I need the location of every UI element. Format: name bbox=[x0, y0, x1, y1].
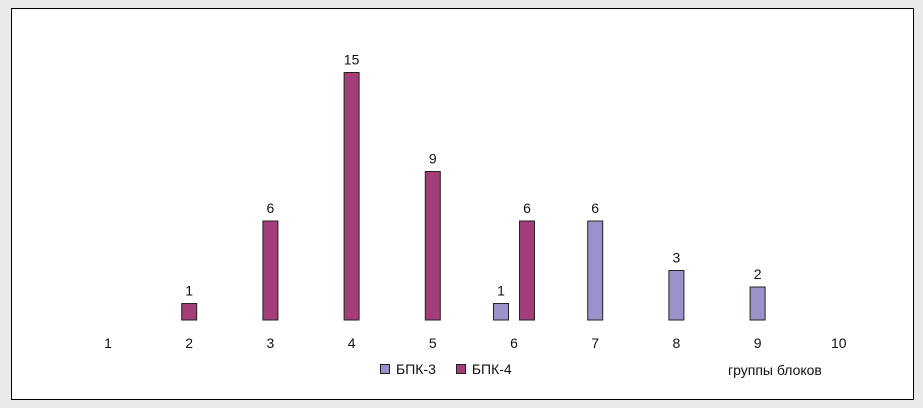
x-tick-label-6: 6 bbox=[510, 335, 518, 351]
legend: БПК-3 БПК-4 bbox=[380, 361, 512, 377]
data-label-series1-cat7: 6 bbox=[591, 200, 599, 216]
legend-item-bpk4: БПК-4 bbox=[455, 361, 512, 377]
x-tick-label-4: 4 bbox=[348, 335, 356, 351]
legend-swatch-bpk3 bbox=[380, 364, 390, 374]
bar-series1-cat8 bbox=[668, 270, 685, 321]
chart-plot: 1 2 1 3 6 4 15 5 9 6 1 6 7 6 8 3 9 2 10 bbox=[104, 52, 847, 352]
data-label-series2-cat6: 6 bbox=[523, 200, 531, 216]
chart-frame: 1 2 1 3 6 4 15 5 9 6 1 6 7 6 8 3 9 2 10 группы блоков БПК-… bbox=[11, 8, 914, 400]
bar-series1-cat7 bbox=[587, 220, 604, 321]
x-tick-label-5: 5 bbox=[429, 335, 437, 351]
x-tick-label-1: 1 bbox=[104, 335, 112, 351]
bar-series1-cat6 bbox=[493, 303, 509, 321]
legend-label-bpk4: БПК-4 bbox=[471, 361, 512, 377]
x-tick-label-8: 8 bbox=[673, 335, 681, 351]
legend-swatch-bpk4 bbox=[455, 364, 466, 374]
bar-series2-cat5 bbox=[424, 171, 441, 321]
x-tick-label-10: 10 bbox=[831, 335, 847, 351]
x-tick-label-2: 2 bbox=[185, 335, 193, 351]
bar-series2-cat4 bbox=[343, 72, 360, 321]
data-label-series2-cat2: 1 bbox=[185, 283, 193, 299]
x-axis-title: группы блоков bbox=[728, 362, 822, 378]
x-tick-label-9: 9 bbox=[754, 335, 762, 351]
data-label-series2-cat4: 15 bbox=[344, 52, 360, 68]
data-label-series2-cat3: 6 bbox=[267, 200, 275, 216]
legend-item-bpk3: БПК-3 bbox=[380, 361, 436, 377]
bar-series2-cat2 bbox=[181, 303, 198, 321]
data-label-series2-cat5: 9 bbox=[429, 151, 437, 167]
x-tick-label-3: 3 bbox=[267, 335, 275, 351]
bar-series1-cat9 bbox=[749, 286, 766, 321]
legend-label-bpk3: БПК-3 bbox=[396, 361, 436, 377]
bar-series2-cat3 bbox=[262, 220, 279, 321]
x-tick-label-7: 7 bbox=[591, 335, 599, 351]
data-label-series1-cat9: 2 bbox=[754, 266, 762, 282]
data-label-series1-cat8: 3 bbox=[673, 250, 681, 266]
data-label-series1-cat6: 1 bbox=[497, 283, 505, 299]
bar-series2-cat6 bbox=[519, 220, 535, 321]
